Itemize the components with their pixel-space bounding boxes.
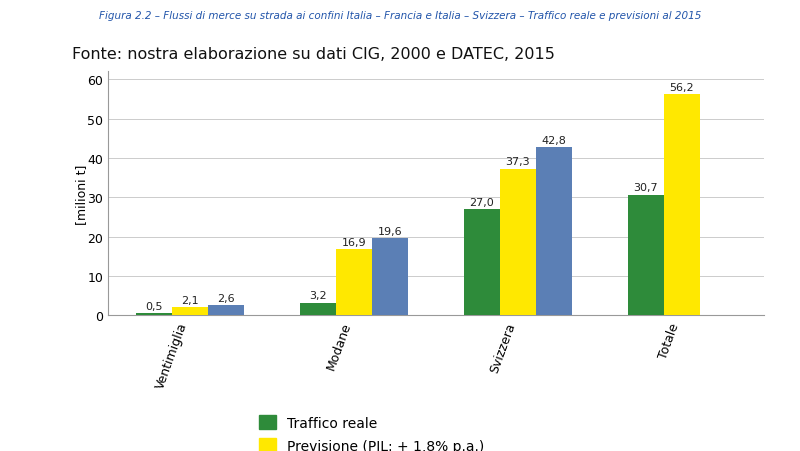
Bar	[136, 314, 172, 316]
Text: 2,1: 2,1	[181, 295, 199, 305]
Text: 27,0: 27,0	[470, 197, 494, 207]
Text: 30,7: 30,7	[634, 183, 658, 193]
Bar	[500, 169, 536, 316]
Bar	[208, 305, 244, 316]
Bar	[300, 303, 336, 316]
Text: 37,3: 37,3	[506, 157, 530, 167]
Bar	[536, 147, 572, 316]
Bar	[628, 195, 664, 316]
Bar	[464, 210, 500, 316]
Text: Figura 2.2 – Flussi di merce su strada ai confini Italia – Francia e Italia – Sv: Figura 2.2 – Flussi di merce su strada a…	[99, 11, 701, 21]
Text: 3,2: 3,2	[309, 291, 326, 301]
Y-axis label: [milioni t]: [milioni t]	[75, 164, 88, 224]
Bar	[172, 308, 208, 316]
Bar	[664, 95, 700, 316]
Text: Fonte: nostra elaborazione su dati CIG, 2000 e DATEC, 2015: Fonte: nostra elaborazione su dati CIG, …	[72, 47, 555, 62]
Text: 56,2: 56,2	[670, 83, 694, 92]
Text: 42,8: 42,8	[542, 135, 566, 145]
Bar	[336, 249, 372, 316]
Text: 19,6: 19,6	[378, 226, 402, 236]
Text: 0,5: 0,5	[145, 301, 162, 311]
Text: 16,9: 16,9	[342, 237, 366, 247]
Text: 2,6: 2,6	[218, 293, 235, 303]
Legend: Traffico reale, Previsione (PIL: + 1,8% p.a.), Previsione (PIL: + 2,4% p.a.): Traffico reale, Previsione (PIL: + 1,8% …	[259, 415, 484, 451]
Bar	[372, 239, 408, 316]
